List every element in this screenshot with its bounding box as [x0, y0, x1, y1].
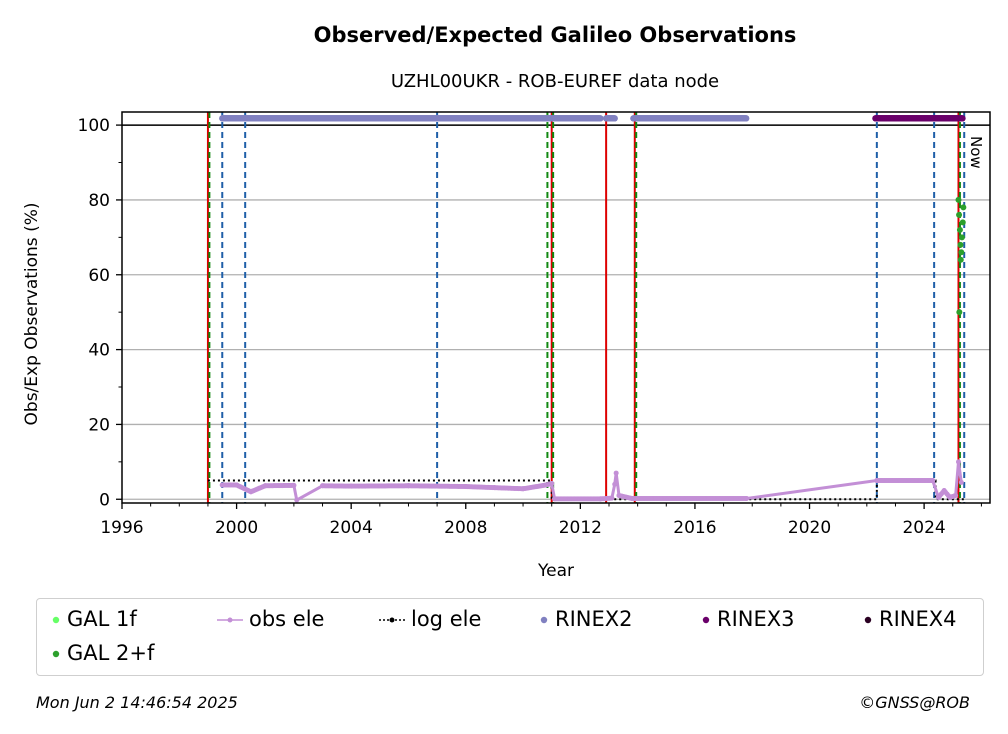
series-point-gal2f — [955, 196, 962, 203]
series-point-gal2f — [958, 234, 965, 241]
legend-item: RINEX4 — [863, 607, 957, 631]
legend-marker-dot — [540, 616, 548, 624]
series-point-rinex2 — [743, 115, 750, 122]
plot-area: Now 1996 2000 2004 2008 2012 2016 2020 2024 0 20 40… — [78, 111, 991, 538]
x-tick-label: 2012 — [559, 518, 602, 538]
series-point-obs-ele — [930, 478, 936, 484]
legend: GAL 1f obs ele log ele RINEX2 RINEX3 RINEX4 GA… — [36, 598, 984, 676]
series-point-obs-ele — [744, 496, 750, 502]
series-point-obs-ele — [291, 482, 297, 488]
series-point-gal2f — [956, 226, 963, 233]
now-label: Now — [967, 136, 985, 169]
legend-marker — [540, 616, 548, 624]
series-point-obs-ele — [294, 497, 300, 503]
legend-label: log ele — [411, 607, 482, 631]
x-tick-label: 2000 — [215, 518, 258, 538]
x-tick-label: 2024 — [902, 518, 945, 538]
series-point-gal2f — [957, 256, 964, 263]
series-point-gal2f — [956, 211, 963, 218]
series-point-obs-ele — [609, 495, 615, 501]
chart-subtitle: UZHL00UKR - ROB-EUREF data node — [391, 71, 719, 92]
legend-marker — [702, 616, 710, 624]
legend-label: RINEX2 — [555, 607, 633, 631]
x-tick-label: 1996 — [100, 518, 143, 538]
y-tick-label: 80 — [88, 191, 110, 211]
y-tick-label: 100 — [78, 116, 110, 136]
legend-marker — [864, 616, 872, 624]
y-axis-label: Obs/Exp Observations (%) — [22, 203, 42, 426]
legend-marker-dot — [52, 650, 60, 658]
legend-marker-dot — [227, 617, 233, 623]
y-tick-label: 60 — [88, 266, 110, 286]
series-point-rinex3 — [959, 115, 966, 122]
legend-item: RINEX3 — [701, 607, 795, 631]
series-point-rinex2 — [597, 115, 604, 122]
legend-marker-dot — [702, 616, 710, 624]
legend-marker-dot — [389, 617, 395, 623]
legend-marker — [217, 617, 243, 623]
series-point-obs-ele — [613, 470, 619, 476]
legend-label: obs ele — [249, 607, 325, 631]
series-point-gal2f — [958, 249, 965, 256]
series-point-gal2f — [960, 204, 967, 211]
series-point-gal2f — [959, 219, 966, 226]
legend-item: GAL 2+f — [51, 641, 154, 665]
legend-marker-dot — [52, 616, 60, 624]
plot-frame — [121, 111, 991, 504]
legend-marker — [52, 650, 60, 658]
y-tick-label: 40 — [88, 341, 110, 361]
chart-canvas: Observed/Expected Galileo Observations U… — [22, 23, 991, 581]
legend-label: RINEX4 — [879, 607, 957, 631]
series-point-rinex2 — [611, 115, 618, 122]
legend-label: RINEX3 — [717, 607, 795, 631]
legend-label: GAL 1f — [67, 607, 137, 631]
series-point-obs-ele — [955, 459, 961, 465]
series-point-obs-ele — [549, 481, 555, 487]
footer-credit: ©GNSS@ROB — [859, 693, 970, 712]
series-point-obs-ele — [612, 481, 618, 487]
footer-timestamp: Mon Jun 2 14:46:54 2025 — [36, 693, 238, 712]
x-axis-label: Year — [537, 561, 574, 581]
legend-item: RINEX2 — [539, 607, 633, 631]
x-tick-label: 2004 — [330, 518, 373, 538]
x-tick-label: 2008 — [444, 518, 487, 538]
chart-title: Observed/Expected Galileo Observations — [314, 23, 797, 47]
y-tick-label: 0 — [99, 490, 110, 510]
x-tick-label: 2020 — [788, 518, 831, 538]
x-tick-label: 2016 — [673, 518, 716, 538]
y-tick-label: 20 — [88, 415, 110, 435]
legend-marker — [379, 617, 405, 623]
legend-item: obs ele — [217, 607, 324, 631]
legend-item: GAL 1f — [51, 607, 137, 631]
series-point-obs-ele — [958, 479, 964, 485]
legend-marker-dot — [864, 616, 872, 624]
series-point-gal2f — [956, 309, 963, 316]
legend-marker — [52, 616, 60, 624]
legend-item: log ele — [379, 607, 481, 631]
legend-label: GAL 2+f — [67, 641, 155, 665]
series-point-obs-ele — [951, 493, 957, 499]
series-point-gal2f — [957, 241, 964, 248]
